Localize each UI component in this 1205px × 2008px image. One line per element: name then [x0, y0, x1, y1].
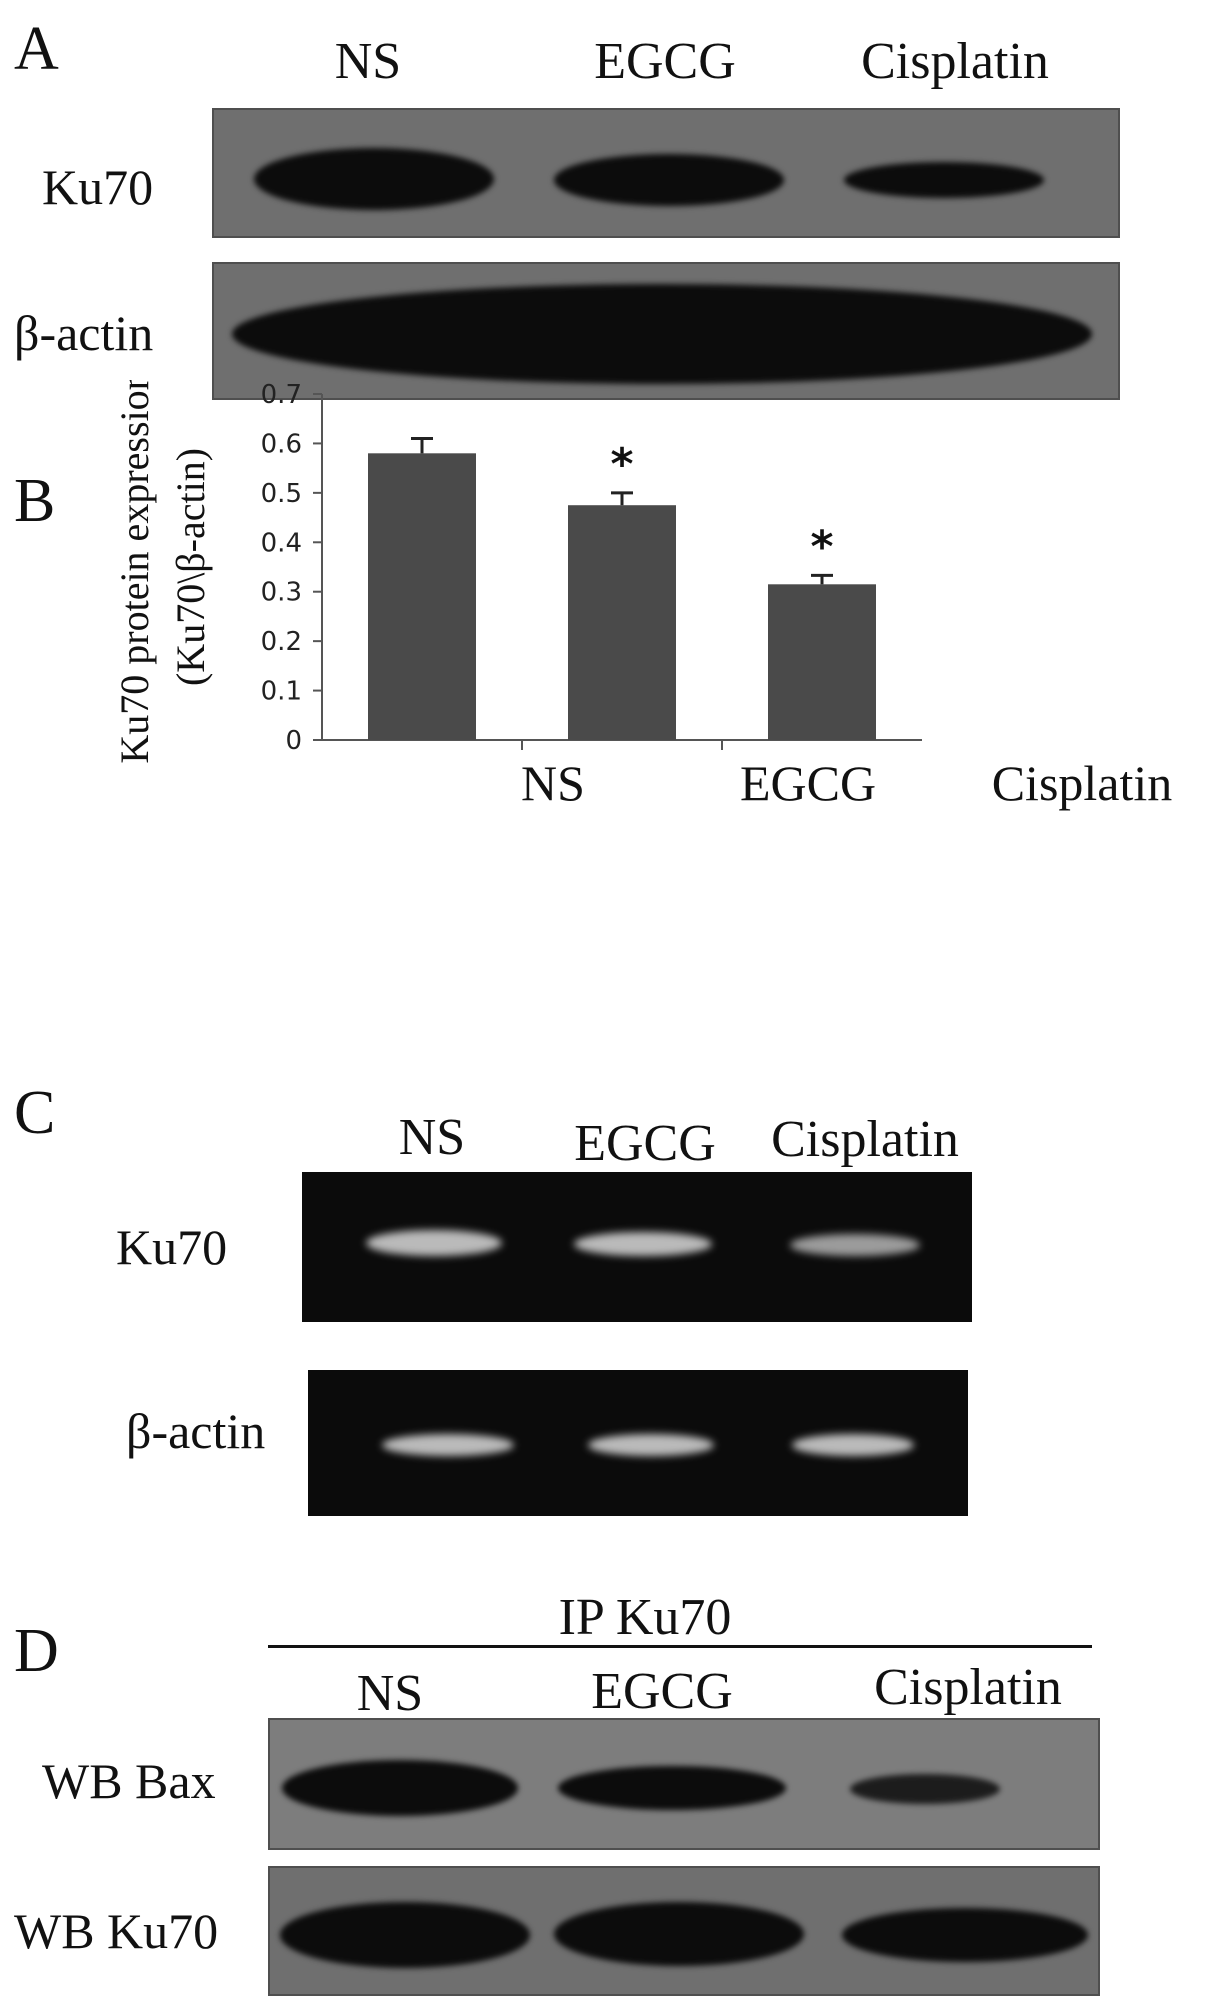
panel-a-letter: A: [14, 15, 59, 83]
panel-a-ku70-band-cisplatin: [844, 162, 1044, 198]
y-tick-label: 0.7: [261, 380, 302, 410]
y-axis-title: Ku70 protein expression (Ku70\β-actin): [112, 380, 213, 764]
bar-cisplatin: [768, 584, 876, 740]
panel-d-ku70-blot: [268, 1866, 1100, 1996]
y-axis-title-line2: (Ku70\β-actin): [168, 448, 213, 686]
y-tick-label: 0.3: [261, 578, 302, 608]
panel-a-lane-cisplatin: Cisplatin: [861, 33, 1049, 90]
panel-a-actin-band: [232, 284, 1092, 384]
panel-d-lane-egcg: EGCG: [591, 1663, 733, 1720]
panel-d-ip-header: IP Ku70: [558, 1589, 732, 1646]
panel-d-row-wb-ku70: WB Ku70: [14, 1903, 219, 1959]
panel-d-ku70-band-ns: [280, 1902, 530, 1968]
x-category-label: NS: [521, 755, 585, 811]
panel-c-actin-band-cisplatin: [792, 1434, 914, 1456]
panel-a-lane-ns: NS: [334, 33, 402, 90]
error-bars: [411, 436, 833, 585]
panel-d-bax-band-ns: [282, 1760, 518, 1816]
panel-c-lane-ns: NS: [398, 1109, 466, 1166]
panel-d-lane-ns: NS: [356, 1665, 424, 1722]
panel-c-ku70-band-ns: [366, 1230, 502, 1256]
panel-c-lane-egcg: EGCG: [574, 1115, 716, 1172]
panel-d-ku70-band-cisplatin: [842, 1908, 1088, 1962]
panel-a-actin-blot: [212, 262, 1120, 400]
y-tick-label: 0: [285, 726, 302, 756]
bar-ns: [368, 453, 476, 740]
panel-c-actin-band-egcg: [588, 1434, 714, 1456]
panel-c-ku70-gel: [302, 1172, 972, 1322]
y-tick-label: 0.2: [261, 627, 302, 657]
panel-d-bax-band-cisplatin: [850, 1774, 1000, 1804]
panel-d-ku70-band-egcg: [554, 1902, 804, 1966]
y-axis-ticks: 0 0.1 0.2 0.3 0.4 0.5 0.6 0.7: [261, 380, 322, 756]
panel-a-row-ku70: Ku70: [42, 159, 154, 215]
x-category-label: EGCG: [740, 755, 876, 811]
y-tick-label: 0.6: [261, 429, 302, 459]
panel-c-row-ku70: Ku70: [116, 1219, 228, 1275]
panel-c-ku70-band-cisplatin: [790, 1234, 920, 1256]
panel-d-row-wb-bax: WB Bax: [42, 1753, 216, 1809]
panel-c-row-beta-actin: β-actin: [126, 1403, 266, 1459]
y-tick-label: 0.4: [261, 528, 302, 558]
x-axis-categories: NS EGCG Cisplatin: [521, 755, 1172, 811]
panel-a-ku70-band-ns: [254, 148, 494, 210]
significance-markers: **: [610, 439, 833, 573]
panel-d-bax-band-egcg: [558, 1766, 786, 1810]
panel-d-lane-cisplatin: Cisplatin: [874, 1659, 1062, 1716]
panel-b-letter: B: [14, 467, 56, 535]
bar-egcg: [568, 505, 676, 740]
panel-d-bax-blot: [268, 1718, 1100, 1850]
panel-c-lane-cisplatin: Cisplatin: [771, 1111, 959, 1168]
panel-b-bar-chart: Ku70 protein expression (Ku70\β-actin) 0…: [112, 380, 1172, 811]
y-tick-label: 0.5: [261, 479, 302, 509]
y-axis-title-line1: Ku70 protein expression: [112, 380, 157, 764]
panel-c-actin-gel: [308, 1370, 968, 1516]
x-category-label: Cisplatin: [992, 755, 1173, 811]
panel-d-letter: D: [14, 1617, 59, 1685]
chart-bars: [368, 453, 876, 740]
panel-c-actin-band-ns: [382, 1434, 514, 1456]
y-tick-label: 0.1: [261, 677, 302, 707]
panel-c-letter: C: [14, 1079, 56, 1147]
panel-a-row-beta-actin: β-actin: [14, 305, 154, 361]
panel-a-lane-egcg: EGCG: [594, 33, 736, 90]
panel-d-header-rule: [268, 1645, 1092, 1648]
panel-a-ku70-blot: [212, 108, 1120, 238]
significance-asterisk: *: [610, 439, 633, 490]
panel-a-ku70-band-egcg: [554, 154, 784, 206]
panel-c-ku70-band-egcg: [574, 1232, 712, 1256]
significance-asterisk: *: [810, 521, 833, 572]
